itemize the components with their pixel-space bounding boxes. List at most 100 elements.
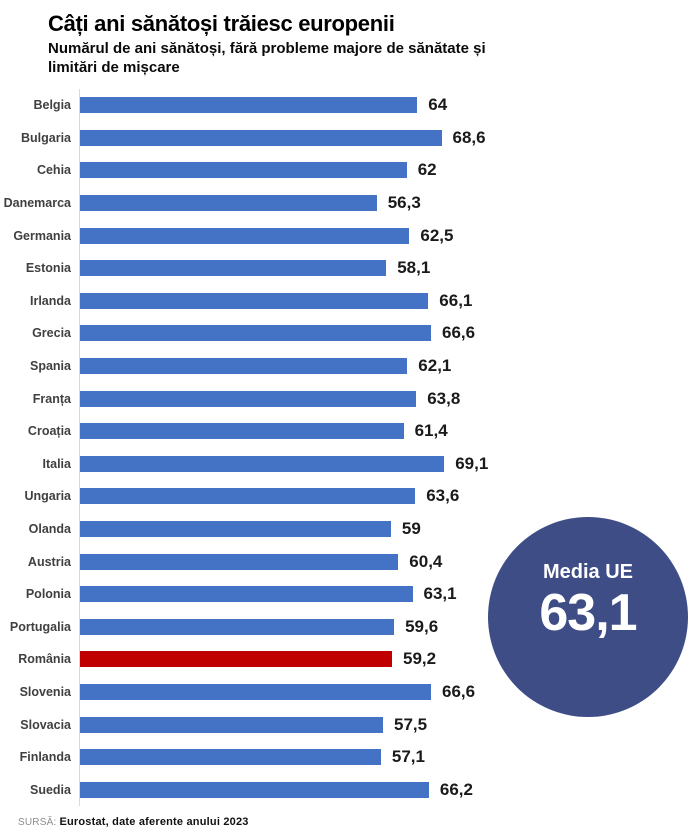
country-label: Bulgaria	[20, 130, 71, 145]
chart-row: Slovacia 57,5	[0, 708, 699, 741]
plot-area: 68,6	[79, 121, 699, 155]
chart-row: Grecia 66,6	[0, 317, 699, 350]
source-text: Eurostat, date aferente anului 2023	[59, 816, 249, 828]
bar	[80, 521, 391, 538]
bar	[80, 716, 383, 733]
value-label: 59,6	[405, 616, 439, 636]
chart-row: Irlanda 66,1	[0, 284, 699, 318]
value-label: 61,4	[414, 421, 448, 441]
bar	[80, 586, 413, 603]
country-label: Slovenia	[19, 684, 71, 699]
bar	[80, 195, 377, 212]
value-label: 68,6	[452, 127, 486, 147]
plot-area: 66,2	[79, 773, 699, 807]
plot-area: 59	[79, 512, 699, 546]
bar	[80, 358, 408, 375]
bar	[80, 97, 418, 114]
bar	[80, 227, 410, 244]
chart-row: Cehia 62	[0, 154, 699, 187]
plot-area: 57,5	[79, 708, 699, 741]
bar	[80, 553, 399, 570]
bar	[80, 651, 392, 668]
plot-area: 62,1	[79, 349, 699, 383]
country-label: Franța	[32, 391, 71, 406]
value-label: 57,1	[391, 747, 425, 767]
chart-row: Slovenia 66,6	[0, 675, 699, 709]
value-label: 69,1	[455, 453, 489, 473]
plot-area: 58,1	[79, 251, 699, 285]
chart-header: Câți ani sănătoși trăiesc europenii Numă…	[0, 0, 699, 78]
country-label: Croația	[27, 424, 71, 439]
country-label: Germania	[13, 228, 71, 243]
chart-row: Austria 60,4	[0, 545, 699, 578]
value-label: 62	[417, 160, 437, 180]
bar-chart: Belgia 64 Bulgaria 68,6 Cehia 62 Danemar…	[0, 89, 699, 807]
bar	[80, 455, 445, 472]
country-label: Estonia	[25, 261, 71, 276]
bar	[80, 618, 395, 635]
value-label: 63,1	[423, 584, 457, 604]
value-label: 66,6	[442, 323, 476, 343]
bar	[80, 488, 416, 505]
eu-average-label: Media UE	[542, 561, 634, 583]
value-label: 66,6	[442, 681, 476, 701]
plot-area: 66,6	[79, 317, 699, 350]
plot-area: 63,8	[79, 382, 699, 415]
value-label: 63,6	[426, 486, 460, 506]
country-label: Austria	[27, 554, 71, 569]
value-label: 62,5	[420, 225, 454, 245]
chart-row: Danemarca 56,3	[0, 186, 699, 220]
eu-average-badge: Media UE 63,1	[488, 517, 688, 717]
plot-area: 64	[79, 89, 699, 122]
country-label: Italia	[42, 456, 72, 471]
country-label: Spania	[30, 359, 71, 374]
country-label: Ungaria	[24, 489, 71, 504]
bar	[80, 781, 429, 798]
plot-area: 56,3	[79, 186, 699, 220]
plot-area: 61,4	[79, 414, 699, 448]
plot-area: 62	[79, 154, 699, 187]
chart-subtitle: Numărul de ani sănătoși, fără probleme m…	[48, 40, 486, 76]
country-label: Belgia	[33, 98, 71, 113]
eu-average-value: 63,1	[539, 584, 637, 642]
chart-row: România 59,2	[0, 643, 699, 676]
value-label: 59	[401, 519, 421, 539]
chart-row: Suedia 66,2	[0, 773, 699, 807]
chart-row: Croația 61,4	[0, 414, 699, 448]
chart-row: Belgia 64	[0, 89, 699, 122]
value-label: 58,1	[397, 258, 431, 278]
bar	[80, 423, 404, 440]
chart-row: Ungaria 63,6	[0, 480, 699, 513]
value-label: 56,3	[387, 193, 421, 213]
value-label: 66,2	[439, 779, 473, 799]
chart-title: Câți ani sănătoși trăiesc europenii	[48, 11, 395, 36]
country-label: Polonia	[25, 587, 71, 602]
value-label: 62,1	[418, 356, 452, 376]
country-label: Grecia	[32, 326, 71, 341]
plot-area: 60,4	[79, 545, 699, 578]
plot-area: 66,6	[79, 675, 699, 709]
plot-area: 59,6	[79, 610, 699, 644]
value-label: 57,5	[394, 714, 428, 734]
plot-area: 63,1	[79, 577, 699, 611]
plot-area: 66,1	[79, 284, 699, 318]
chart-row: Bulgaria 68,6	[0, 121, 699, 155]
chart-row: Portugalia 59,6	[0, 610, 699, 644]
bar	[80, 390, 417, 407]
value-label: 60,4	[409, 551, 443, 571]
bar	[80, 325, 431, 342]
plot-area: 69,1	[79, 447, 699, 481]
plot-area: 57,1	[79, 740, 699, 774]
country-label: România	[18, 652, 71, 667]
country-label: Suedia	[30, 782, 71, 797]
value-label: 64	[428, 95, 448, 115]
chart-row: Estonia 58,1	[0, 251, 699, 285]
country-label: Portugalia	[9, 619, 71, 634]
chart-row: Spania 62,1	[0, 349, 699, 383]
country-label: Finlanda	[19, 750, 71, 765]
chart-row: Finlanda 57,1	[0, 740, 699, 774]
bar	[80, 292, 429, 309]
chart-row: Olanda 59	[0, 512, 699, 546]
bar	[80, 749, 381, 766]
